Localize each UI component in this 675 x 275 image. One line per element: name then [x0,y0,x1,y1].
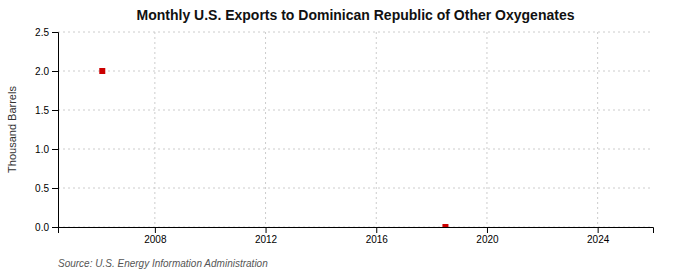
grid-line [154,32,155,227]
tick-label: 2008 [144,234,167,245]
tick-mark [487,227,488,233]
axis-line [59,228,654,234]
grid-line [486,32,487,227]
point [442,224,448,227]
tick-label: 2012 [255,234,278,245]
tick: 1.5 [35,105,58,116]
y-axis-title: Thousand Barrels [6,86,18,173]
grid-line [58,71,653,72]
chart: 2008 2012 2016 2020 2024 0.0 0.5 1.0 1.5 2.0 2.5 Mo… [0,0,675,275]
plot: 2008 2012 2016 2020 2024 0.0 0.5 1.0 1.5 2.0 2.5 [35,27,653,245]
tick-label: 0.0 [35,222,49,233]
tick-mark [155,227,156,233]
tick-mark [52,227,58,228]
grid-line [58,110,653,111]
tick-label: 1.0 [35,144,49,155]
tick: 2020 [476,227,499,245]
tick-mark [598,227,599,233]
grid [58,32,653,227]
tick-label: 2.0 [35,66,49,77]
marks [99,68,448,227]
source-note: Source: U.S. Energy Information Administ… [58,258,268,269]
tick-mark [52,149,58,150]
tick-label: 1.5 [35,105,49,116]
axis-line [52,33,59,228]
title: Monthly U.S. Exports to Dominican Republ… [137,7,575,23]
tick: 0.0 [35,222,58,233]
grid-line [58,149,653,150]
tick-mark [52,71,58,72]
grid-line [58,32,653,33]
tick-label: 2024 [587,234,610,245]
grid-line [376,32,377,227]
tick-label: 2.5 [35,27,49,38]
tick: 0.5 [35,183,58,194]
tick-label: 2016 [366,234,389,245]
tick: 2024 [587,227,610,245]
tick: 2016 [366,227,389,245]
tick: 2012 [255,227,278,245]
tick-mark [266,227,267,233]
grid-line [597,32,598,227]
point [99,68,105,74]
tick-mark [52,32,58,33]
tick: 2008 [144,227,167,245]
tick: 1.0 [35,144,58,155]
tick: 2.0 [35,66,58,77]
tick-mark [52,110,58,111]
tick-label: 0.5 [35,183,49,194]
tick-mark [52,188,58,189]
tick: 2.5 [35,27,58,38]
x-axis: 2008 2012 2016 2020 2024 [59,227,654,245]
y-axis: 0.0 0.5 1.0 1.5 2.0 2.5 [35,27,58,233]
grid-line [265,32,266,227]
grid-line [58,188,653,189]
tick-mark [376,227,377,233]
tick-label: 2020 [476,234,499,245]
